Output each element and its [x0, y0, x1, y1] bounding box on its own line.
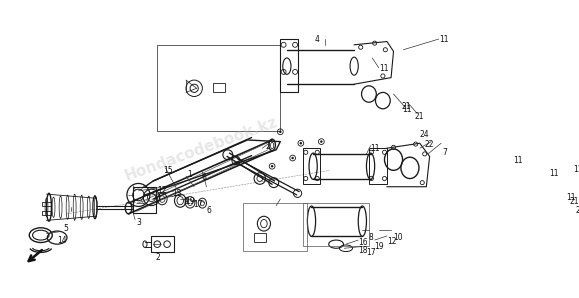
Circle shape [320, 140, 323, 143]
Circle shape [271, 165, 273, 167]
Text: 21: 21 [569, 197, 578, 207]
Circle shape [279, 131, 281, 133]
Text: 1: 1 [187, 170, 192, 179]
Text: 18: 18 [358, 246, 368, 255]
Text: 5: 5 [63, 224, 68, 233]
Text: 4: 4 [315, 35, 320, 44]
Text: 6: 6 [207, 206, 211, 215]
Text: Hondacodebook.kz: Hondacodebook.kz [122, 114, 280, 184]
Bar [303, 148, 320, 184]
Text: 2: 2 [156, 253, 160, 262]
Text: 7: 7 [442, 148, 447, 157]
Bar [303, 203, 369, 246]
Bar [42, 210, 50, 215]
Bar [280, 39, 298, 92]
Text: 10: 10 [394, 234, 403, 243]
Text: 17: 17 [193, 200, 203, 209]
Text: 16: 16 [358, 238, 368, 247]
Text: 22: 22 [425, 140, 434, 149]
Text: 19: 19 [374, 242, 383, 251]
Bar [254, 234, 266, 242]
Text: 11: 11 [573, 164, 579, 174]
Text: 11: 11 [514, 156, 523, 165]
Text: 21: 21 [414, 112, 424, 121]
Text: 14: 14 [57, 236, 67, 245]
Text: 11: 11 [566, 193, 576, 202]
Bar [369, 148, 387, 184]
Bar [213, 83, 225, 92]
Text: 17: 17 [367, 248, 376, 257]
Text: 11: 11 [439, 35, 449, 44]
Bar [243, 203, 307, 251]
Bar [151, 236, 174, 252]
Text: 11: 11 [549, 169, 559, 178]
Text: 21: 21 [576, 206, 579, 215]
Text: 9: 9 [184, 197, 188, 207]
Text: 12: 12 [157, 186, 167, 195]
Text: 3: 3 [137, 218, 142, 227]
Text: 24: 24 [420, 130, 430, 139]
Text: 11: 11 [371, 144, 380, 153]
Text: 11: 11 [402, 105, 411, 114]
Text: 19: 19 [185, 197, 195, 206]
Text: 21: 21 [402, 102, 411, 111]
Text: 8: 8 [369, 234, 373, 243]
Text: 12: 12 [387, 237, 397, 246]
Bar [133, 187, 156, 213]
Text: 11: 11 [380, 64, 389, 73]
Text: 6: 6 [201, 173, 207, 182]
Text: 13: 13 [172, 189, 182, 198]
Circle shape [291, 157, 294, 159]
Text: 20: 20 [266, 142, 275, 150]
Circle shape [299, 142, 302, 145]
Bar [157, 45, 280, 131]
Bar [42, 201, 50, 207]
Text: 15: 15 [163, 166, 173, 175]
